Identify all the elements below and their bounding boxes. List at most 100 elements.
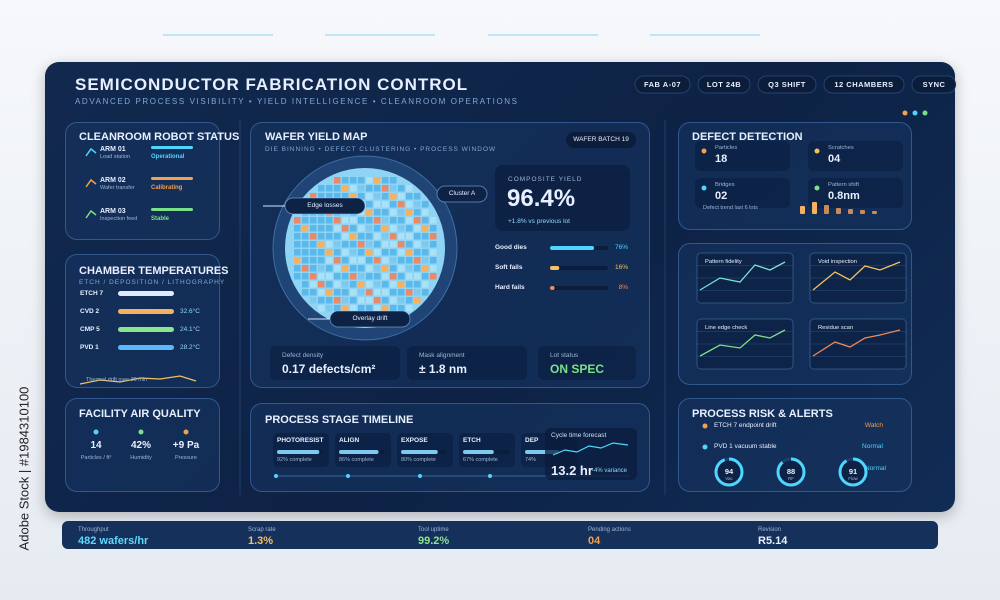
- defect-label: Pattern shift: [828, 182, 859, 188]
- die: [342, 241, 349, 248]
- die: [430, 273, 437, 280]
- die: [382, 193, 389, 200]
- die: [302, 289, 309, 296]
- die: [350, 185, 357, 192]
- die: [318, 265, 325, 272]
- die: [414, 249, 421, 256]
- die: [302, 265, 309, 272]
- die: [390, 305, 397, 312]
- die: [366, 289, 373, 296]
- die: [374, 281, 381, 288]
- die: [350, 289, 357, 296]
- air-label: Pressure: [174, 455, 197, 461]
- callout-label: Cluster A: [448, 190, 476, 197]
- bin-value: 76%: [614, 244, 628, 251]
- panel-title: DEFECT DETECTION: [692, 131, 803, 143]
- die: [318, 273, 325, 280]
- stat-label: Defect density: [282, 352, 324, 359]
- bin-bar: [550, 246, 595, 250]
- die: [358, 225, 365, 232]
- batch-label: WAFER BATCH 19: [573, 136, 629, 143]
- gauge-label: Vac: [725, 476, 733, 481]
- mini-chart-label: Void inspection: [818, 259, 857, 265]
- die: [342, 185, 349, 192]
- footer-value: 482 wafers/hr: [78, 535, 149, 547]
- die: [366, 281, 373, 288]
- footer-value: 04: [588, 535, 601, 547]
- stat-box: [538, 346, 636, 380]
- die: [318, 281, 325, 288]
- die: [358, 273, 365, 280]
- defect-value: 18: [715, 153, 728, 165]
- die: [382, 273, 389, 280]
- die: [318, 241, 325, 248]
- stage-label: 86% complete: [339, 457, 374, 463]
- forecast-value: 13.2 hr: [551, 463, 593, 478]
- status-dot: [902, 110, 908, 116]
- die: [342, 217, 349, 224]
- die: [342, 281, 349, 288]
- die: [326, 297, 333, 304]
- die: [366, 201, 373, 208]
- die: [414, 233, 421, 240]
- die: [382, 217, 389, 224]
- die: [398, 233, 405, 240]
- die: [350, 225, 357, 232]
- die: [406, 265, 413, 272]
- die: [302, 241, 309, 248]
- footer-label: Throughput: [78, 527, 109, 533]
- die: [334, 265, 341, 272]
- robot-state: Stable: [151, 216, 170, 222]
- die: [342, 193, 349, 200]
- die: [398, 289, 405, 296]
- die: [366, 185, 373, 192]
- panel-subtitle: DIE BINNING • DEFECT CLUSTERING • PROCES…: [265, 146, 497, 153]
- die: [326, 193, 333, 200]
- robot-state: Calibrating: [151, 185, 183, 191]
- thermal-line: [79, 375, 197, 385]
- die: [302, 233, 309, 240]
- die: [374, 201, 381, 208]
- die: [374, 297, 381, 304]
- die: [318, 217, 325, 224]
- die: [326, 249, 333, 256]
- die: [406, 281, 413, 288]
- callout-box: [436, 185, 488, 203]
- header-chip: [634, 75, 691, 94]
- chamber-name: ETCH 7: [80, 290, 104, 297]
- defect-dot: [701, 148, 707, 154]
- die: [406, 241, 413, 248]
- chamber-name: CMP 5: [80, 326, 100, 333]
- die: [398, 241, 405, 248]
- forecast-label: Cycle time forecast: [551, 432, 607, 439]
- composite-label: COMPOSITE YIELD: [508, 176, 583, 183]
- die: [366, 273, 373, 280]
- chamber-name: PVD 1: [80, 344, 99, 351]
- defect-card: [695, 178, 790, 208]
- die: [414, 265, 421, 272]
- die: [366, 209, 373, 216]
- die: [366, 241, 373, 248]
- stage-label: 80% complete: [401, 457, 436, 463]
- chamber-bar: [118, 291, 174, 296]
- die: [374, 217, 381, 224]
- stat-value: ± 1.8 nm: [419, 362, 467, 376]
- die: [366, 233, 373, 240]
- die: [294, 265, 301, 272]
- die: [382, 249, 389, 256]
- die: [398, 193, 405, 200]
- die: [366, 225, 373, 232]
- die: [358, 249, 365, 256]
- trend-bar: [860, 210, 865, 214]
- composite-box: [495, 165, 630, 231]
- die: [406, 289, 413, 296]
- deco-line: [325, 34, 435, 36]
- die: [350, 273, 357, 280]
- defect-card: [808, 178, 903, 208]
- die: [350, 177, 357, 184]
- die: [326, 241, 333, 248]
- forecast-variance: -4% variance: [592, 468, 628, 474]
- die: [422, 201, 429, 208]
- deco-line: [650, 34, 760, 36]
- die: [310, 281, 317, 288]
